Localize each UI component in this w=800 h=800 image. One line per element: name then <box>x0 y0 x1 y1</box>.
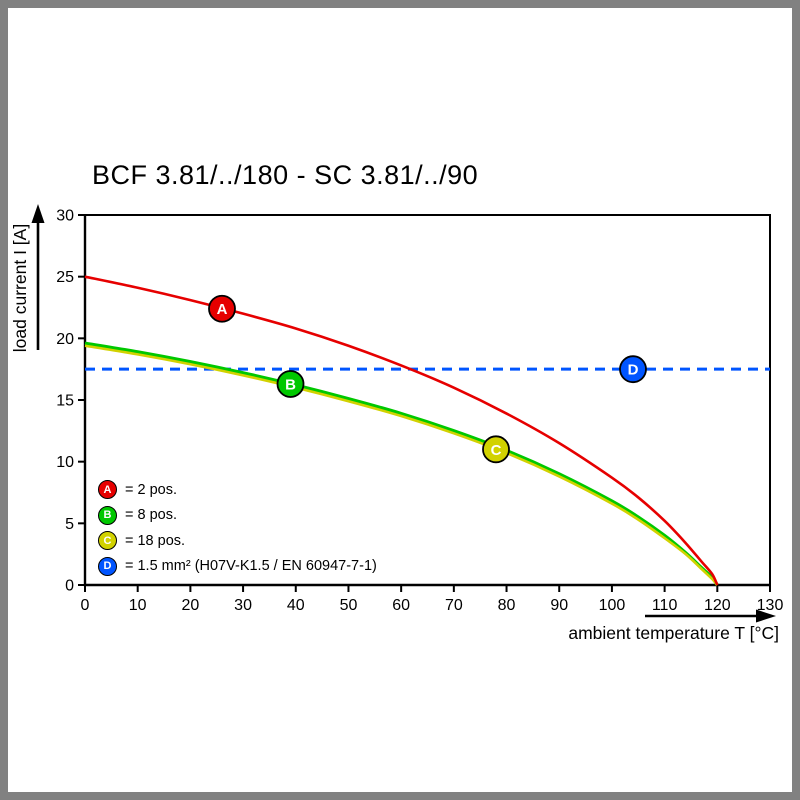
marker-c-letter: C <box>491 442 502 459</box>
legend-item-c: C = 18 pos. <box>98 531 377 550</box>
x-tick-label: 0 <box>81 597 90 614</box>
x-tick-label: 130 <box>757 597 784 614</box>
legend-marker-c-letter: C <box>103 534 112 547</box>
x-axis-arrowhead-icon <box>756 609 776 623</box>
marker-a-letter: A <box>217 301 228 318</box>
y-tick-label: 30 <box>56 208 74 225</box>
chart-title: BCF 3.81/../180 - SC 3.81/../90 <box>92 160 479 190</box>
legend-label-a: = 2 pos. <box>125 481 177 498</box>
x-tick-label: 120 <box>704 597 731 614</box>
marker-b-icon <box>276 370 305 398</box>
x-tick-label: 90 <box>550 597 568 614</box>
x-tick-label: 60 <box>392 597 410 614</box>
legend-label-d: = 1.5 mm² (H07V-K1.5 / EN 60947-7-1) <box>125 558 377 574</box>
y-tick-label: 25 <box>56 269 74 286</box>
x-tick-label: 30 <box>234 597 252 614</box>
legend-marker-d-letter: D <box>103 560 112 572</box>
x-tick-label: 100 <box>599 597 626 614</box>
x-tick-label: 10 <box>129 597 147 614</box>
y-tick-label: 20 <box>56 331 74 348</box>
legend-marker-c-icon: C <box>98 531 117 550</box>
legend-item-a: A = 2 pos. <box>98 480 377 499</box>
marker-b-letter: B <box>285 376 296 393</box>
legend-marker-a-letter: A <box>103 483 112 496</box>
legend-marker-a-icon: A <box>98 480 117 499</box>
y-tick-label: 15 <box>56 393 74 410</box>
marker-c-icon <box>482 435 510 464</box>
legend-label-b: = 8 pos. <box>125 507 177 523</box>
y-tick-label: 0 <box>65 578 74 595</box>
legend-item-d: D = 1.5 mm² (H07V-K1.5 / EN 60947-7-1) <box>98 556 377 576</box>
legend: A = 2 pos. B = 8 pos. C = 18 pos. D = 1.… <box>98 480 377 582</box>
x-tick-label: 110 <box>652 597 678 614</box>
marker-d-letter: D <box>628 362 639 379</box>
legend-label-c: = 18 pos. <box>125 532 186 549</box>
x-tick-label: 70 <box>445 597 463 614</box>
x-axis-label: ambient temperature T [°C] <box>568 623 779 643</box>
y-tick-label: 10 <box>56 454 74 471</box>
x-tick-label: 80 <box>498 597 516 614</box>
legend-marker-d-icon: D <box>98 556 117 576</box>
x-tick-label: 50 <box>340 597 358 614</box>
legend-marker-b-letter: B <box>103 509 112 521</box>
x-tick-label: 20 <box>181 597 199 614</box>
plot-frame <box>85 214 771 585</box>
y-tick-label: 5 <box>65 516 74 533</box>
legend-marker-b-icon: B <box>98 505 117 525</box>
y-axis-arrowhead-icon <box>31 204 45 223</box>
legend-item-b: B = 8 pos. <box>98 505 377 525</box>
marker-a-icon <box>208 294 236 323</box>
x-tick-label: 40 <box>287 597 305 614</box>
marker-d-icon <box>619 355 647 384</box>
